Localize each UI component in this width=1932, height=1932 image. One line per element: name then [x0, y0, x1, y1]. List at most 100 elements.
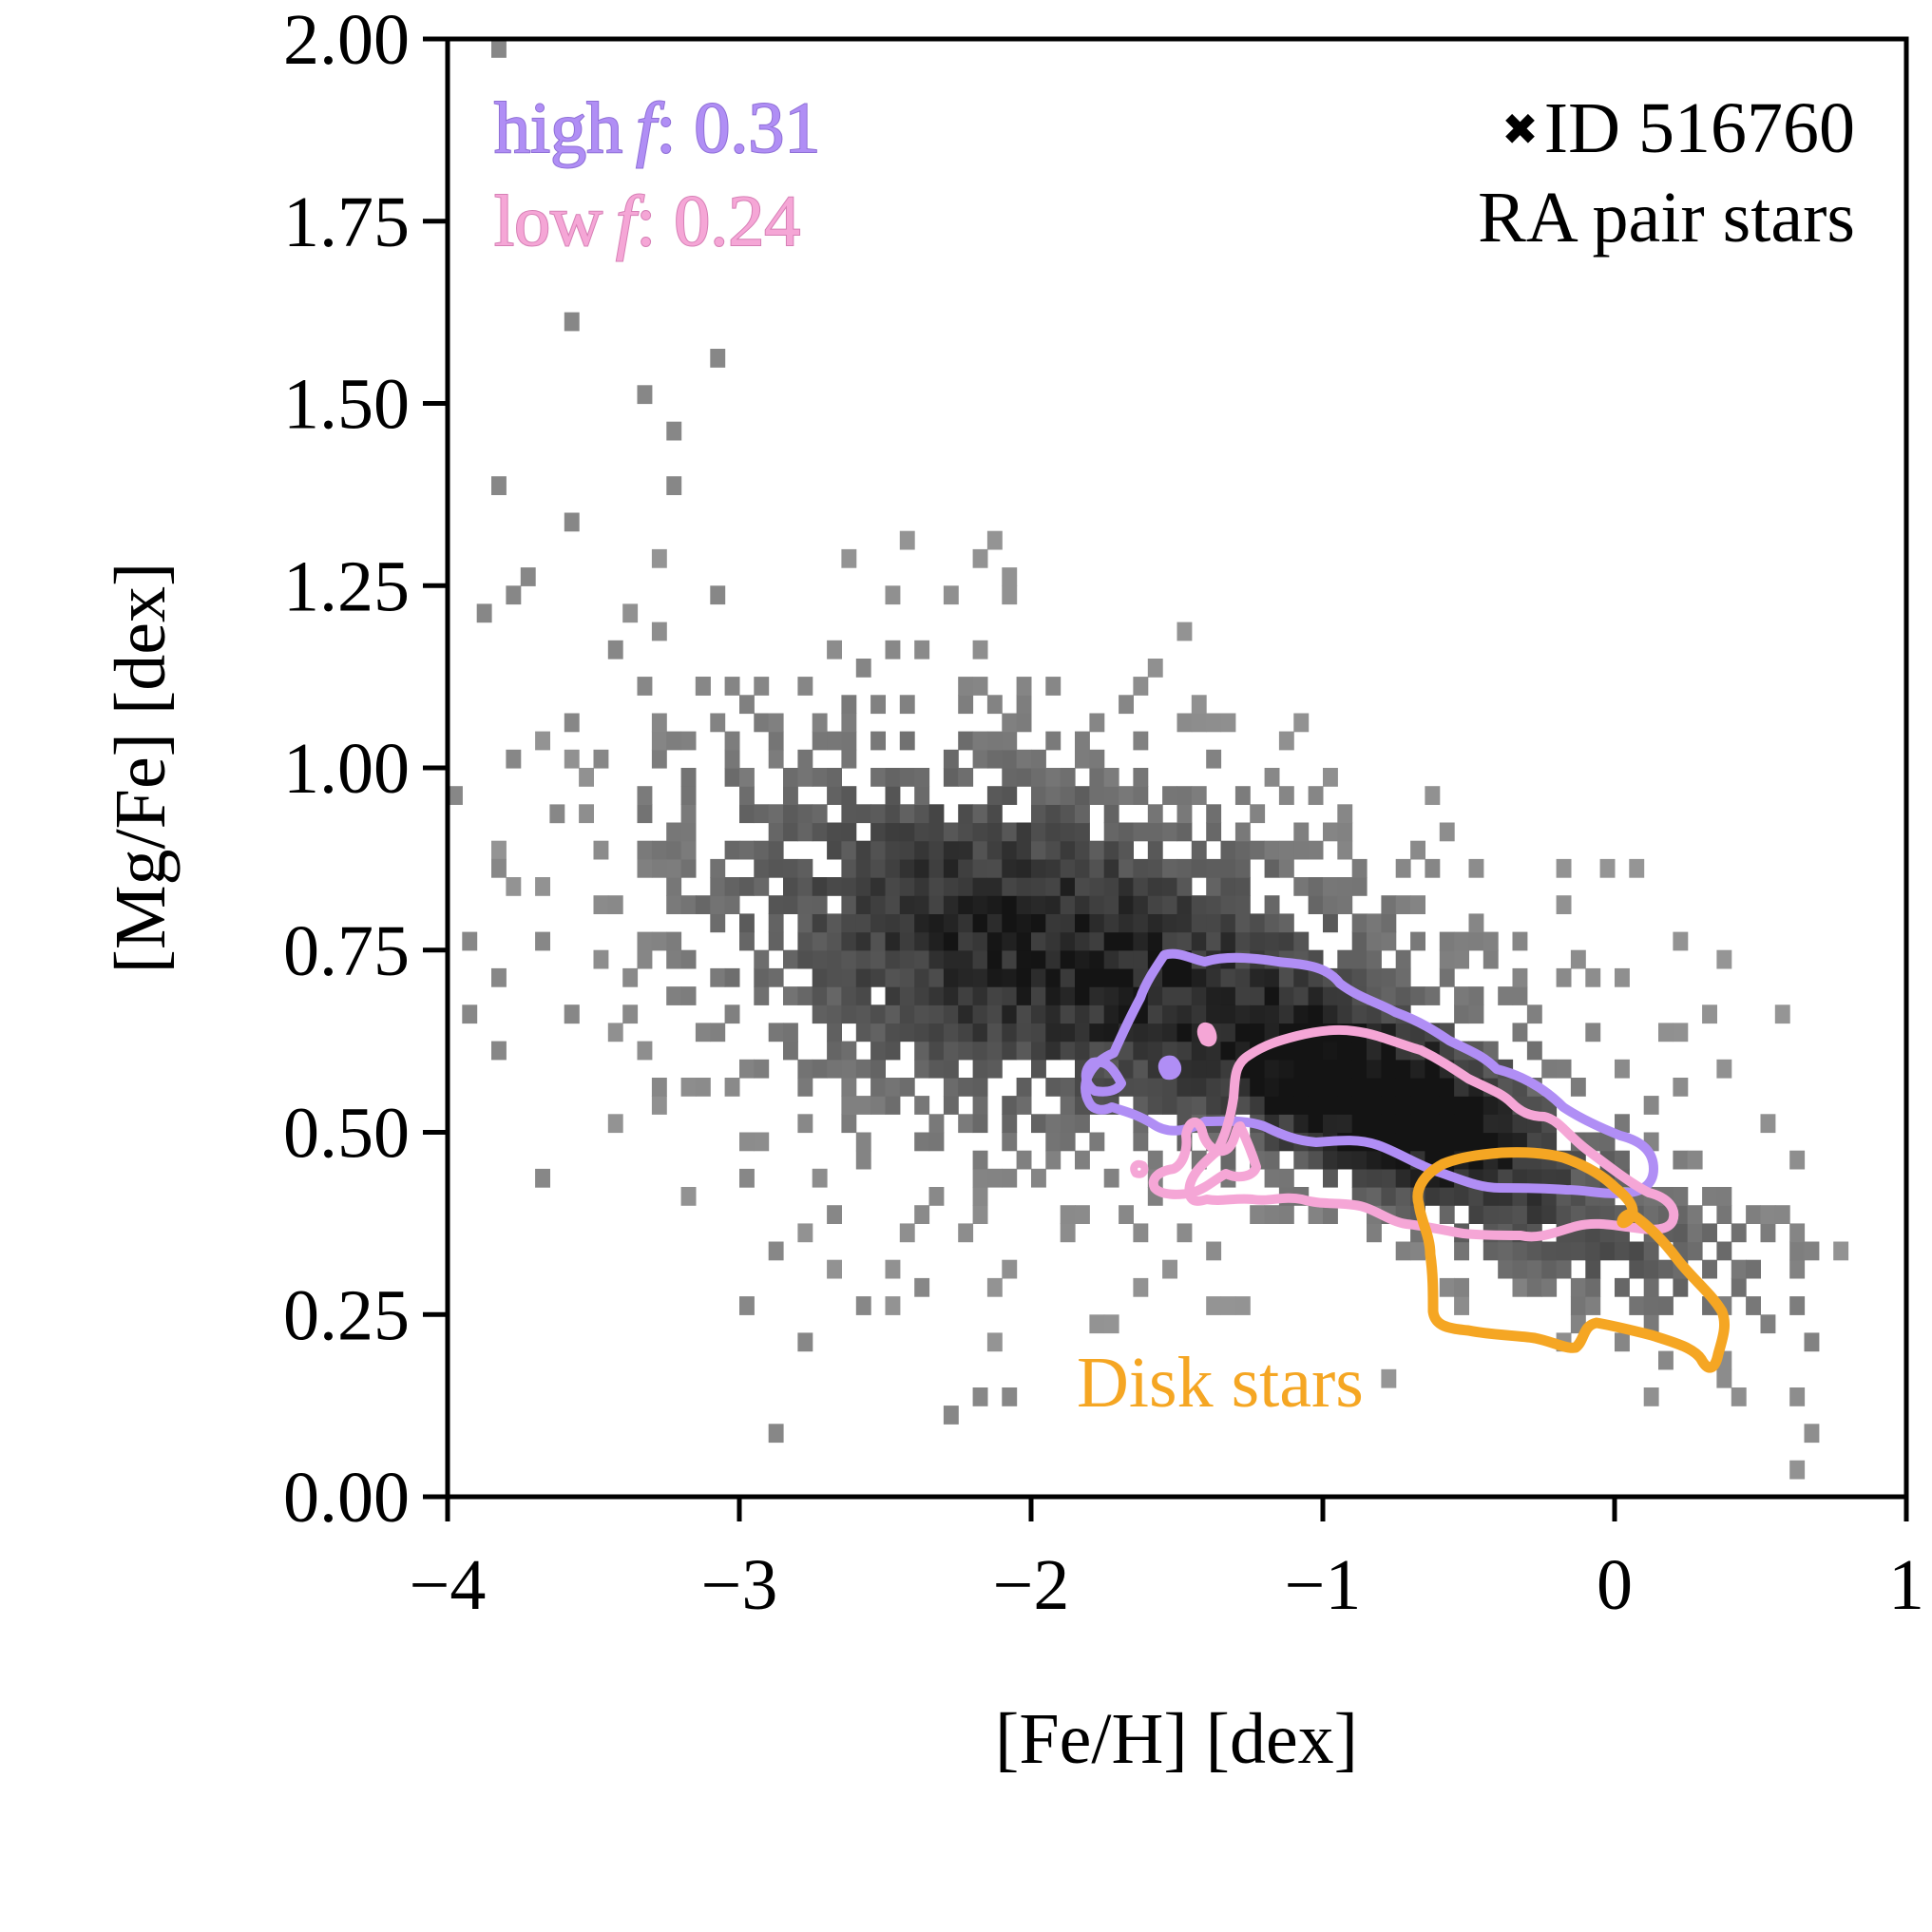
heatmap-cell	[1570, 1168, 1586, 1188]
heatmap-cell	[1234, 895, 1251, 914]
heatmap-cell	[1133, 677, 1149, 696]
heatmap-cell	[986, 895, 1003, 914]
heatmap-cell	[1833, 1241, 1849, 1261]
heatmap-cell	[1103, 1004, 1119, 1024]
heatmap-cell	[1075, 1205, 1090, 1224]
heatmap-cell	[914, 986, 930, 1005]
heatmap-cell	[1045, 840, 1062, 860]
heatmap-cell	[914, 1023, 930, 1043]
heatmap-cell	[1323, 768, 1338, 787]
heatmap-cell	[1060, 840, 1076, 860]
heatmap-cell	[986, 931, 1003, 951]
heatmap-cell	[943, 585, 959, 605]
heatmap-cell	[564, 713, 580, 733]
heatmap-cell	[958, 1023, 974, 1043]
heatmap-cell	[1381, 1114, 1397, 1134]
heatmap-cell	[1103, 895, 1119, 914]
heatmap-cell	[972, 913, 988, 933]
disk-stars-label: Disk stars	[1077, 1343, 1364, 1423]
heatmap-cell	[1250, 1059, 1266, 1079]
heatmap-cell	[1220, 895, 1236, 914]
heatmap-cell	[1454, 1241, 1469, 1261]
heatmap-cell	[1206, 804, 1222, 824]
heatmap-cell	[1556, 1205, 1572, 1224]
heatmap-cell	[710, 913, 726, 933]
heatmap-cell	[958, 913, 974, 933]
heatmap-cell	[928, 1004, 945, 1024]
heatmap-cell	[622, 967, 639, 987]
heatmap-cell	[1250, 1004, 1266, 1024]
heatmap-cell	[1498, 1259, 1514, 1279]
heatmap-cell	[972, 931, 988, 951]
heatmap-cell	[797, 1059, 813, 1079]
heatmap-cell	[972, 1187, 988, 1206]
heatmap-cell	[812, 913, 828, 933]
heatmap-cell	[666, 840, 682, 860]
heatmap-cell	[1278, 1078, 1294, 1097]
heatmap-cell	[1498, 1241, 1514, 1261]
heatmap-cell	[1075, 986, 1090, 1005]
x-tick-label: 0	[1597, 1545, 1633, 1625]
heatmap-cell	[812, 895, 828, 914]
heatmap-cell	[1716, 1368, 1732, 1388]
heatmap-cell	[1410, 1096, 1425, 1115]
heatmap-cell	[899, 695, 915, 715]
heatmap-cell	[1395, 967, 1411, 987]
heatmap-cell	[1103, 1023, 1119, 1043]
heatmap-cell	[1147, 913, 1163, 933]
heatmap-cell	[1425, 1078, 1441, 1097]
heatmap-cell	[666, 931, 682, 951]
heatmap-cell	[768, 967, 784, 987]
heatmap-cell	[797, 1114, 813, 1134]
heatmap-cell	[1381, 1078, 1397, 1097]
heatmap-cell	[797, 822, 813, 842]
heatmap-cell	[1075, 967, 1090, 987]
heatmap-cell	[1206, 1241, 1222, 1261]
heatmap-cell	[841, 804, 857, 824]
heatmap-cell	[914, 840, 930, 860]
heatmap-cell	[1103, 768, 1119, 787]
heatmap-cell	[986, 949, 1003, 969]
heatmap-cell	[491, 967, 507, 987]
heatmap-cell	[1658, 1350, 1674, 1370]
heatmap-cell	[1308, 1096, 1324, 1115]
heatmap-cell	[1016, 695, 1032, 715]
heatmap-cell	[827, 822, 842, 842]
heatmap-cell	[1103, 986, 1119, 1005]
heatmap-cell	[1278, 1004, 1294, 1024]
heatmap-cell	[914, 858, 930, 878]
heatmap-cell	[695, 1078, 711, 1097]
heatmap-cell	[695, 677, 711, 696]
heatmap-cell	[841, 1078, 857, 1097]
heatmap-cell	[754, 840, 770, 860]
heatmap-cell	[958, 931, 974, 951]
heatmap-cell	[870, 967, 886, 987]
heatmap-cell	[1060, 858, 1076, 878]
heatmap-cell	[1234, 822, 1251, 842]
heatmap-cell	[1293, 1078, 1310, 1097]
heatmap-cell	[1206, 1296, 1222, 1315]
heatmap-cell	[1716, 1059, 1732, 1079]
heatmap-cell	[1468, 1205, 1484, 1224]
heatmap-cell	[943, 895, 959, 914]
heatmap-cell	[1323, 822, 1338, 842]
heatmap-cell	[855, 986, 871, 1005]
heatmap-cell	[885, 1023, 901, 1043]
heatmap-cell	[1162, 1096, 1177, 1115]
heatmap-cell	[783, 877, 798, 896]
heatmap-cell	[1278, 786, 1294, 805]
heatmap-cell	[710, 349, 726, 368]
heatmap-cell	[1133, 949, 1149, 969]
heatmap-cell	[1367, 1223, 1382, 1243]
heatmap-cell	[1089, 786, 1105, 805]
heatmap-cell	[1673, 1277, 1689, 1297]
heatmap-cell	[1089, 931, 1105, 951]
heatmap-cell	[1162, 1041, 1177, 1061]
heatmap-cell	[1264, 1004, 1280, 1024]
heatmap-cell	[1337, 1096, 1353, 1115]
heatmap-cell	[1526, 1168, 1542, 1188]
heatmap-cell	[1278, 1205, 1294, 1224]
heatmap-cell	[666, 877, 682, 896]
heatmap-cell	[885, 1041, 901, 1061]
heatmap-cell	[1425, 1096, 1441, 1115]
